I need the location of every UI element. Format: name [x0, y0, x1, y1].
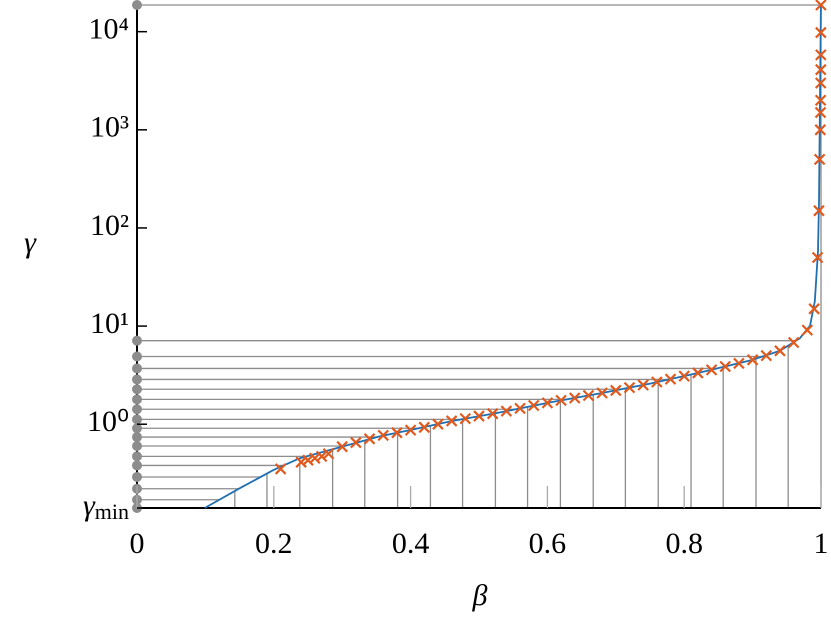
level-dot: [132, 432, 142, 443]
y-tick-label: γmin: [83, 489, 129, 524]
marker: [274, 463, 287, 475]
x-tick-label: 0.6: [529, 527, 567, 560]
marker: [705, 364, 718, 376]
x-tick-label: 0.4: [392, 527, 430, 560]
marker: [623, 381, 636, 394]
marker: [315, 450, 328, 463]
marker: [391, 426, 403, 439]
level-dot: [132, 384, 142, 395]
level-dot: [132, 460, 142, 471]
marker: [692, 367, 704, 379]
y-axis-label: γ: [24, 226, 37, 259]
y-tick-label: 10³: [90, 111, 129, 144]
curve: [204, 4, 822, 509]
y-tick-label: 10²: [90, 209, 129, 242]
marker: [811, 251, 824, 264]
marker: [302, 454, 314, 466]
marker: [813, 204, 825, 217]
level-dot: [132, 404, 142, 415]
marker: [637, 379, 649, 391]
level-dot: [132, 363, 142, 374]
level-dot: [132, 423, 142, 434]
y-tick-label: 10¹: [90, 307, 129, 340]
x-tick-label: 0.2: [255, 527, 293, 560]
marker: [814, 124, 827, 136]
marker: [350, 436, 362, 449]
level-dot: [132, 335, 142, 346]
y-tick-label: 10⁰: [87, 405, 129, 438]
marker: [815, 26, 827, 39]
marker: [295, 456, 307, 468]
marker: [404, 424, 417, 436]
marker: [814, 106, 827, 119]
marker: [486, 407, 499, 420]
marker: [336, 440, 348, 453]
marker: [814, 94, 827, 107]
marker: [746, 354, 759, 366]
marker: [459, 412, 472, 425]
marker: [760, 349, 773, 362]
level-dot: [132, 374, 142, 385]
marker: [596, 387, 608, 399]
level-dot: [132, 394, 142, 405]
y-tick-label: 10⁴: [89, 13, 129, 46]
x-tick-label: 1: [814, 527, 829, 560]
marker: [377, 429, 390, 442]
marker: [815, 0, 827, 11]
marker: [322, 447, 335, 460]
x-axis-label: β: [472, 579, 488, 612]
marker: [309, 452, 321, 465]
marker: [527, 399, 540, 412]
marker: [787, 336, 800, 349]
level-dot: [132, 0, 142, 10]
marker: [445, 415, 458, 427]
level-dot: [132, 440, 142, 451]
level-dot: [132, 471, 142, 482]
marker: [801, 324, 814, 336]
marker: [651, 376, 663, 388]
marker: [678, 370, 690, 382]
marker: [473, 410, 485, 422]
level-dot: [132, 451, 142, 462]
marker: [814, 77, 827, 89]
marker: [808, 303, 820, 315]
marker: [815, 63, 827, 76]
x-tick-label: 0.8: [665, 527, 703, 560]
level-dot: [132, 414, 142, 425]
marker: [363, 433, 376, 445]
marker: [555, 394, 567, 407]
marker: [432, 418, 444, 430]
marker: [541, 397, 554, 409]
marker: [719, 360, 732, 373]
x-tick-label: 0: [130, 527, 145, 560]
marker: [582, 389, 595, 402]
marker: [813, 153, 826, 166]
marker: [774, 345, 786, 357]
marker: [733, 357, 745, 370]
marker: [610, 384, 622, 397]
marker: [500, 405, 513, 417]
marker: [815, 49, 827, 61]
marker: [664, 373, 677, 385]
marker: [418, 421, 431, 434]
marker: [568, 392, 581, 404]
level-dot: [132, 351, 142, 362]
marker: [514, 402, 526, 415]
